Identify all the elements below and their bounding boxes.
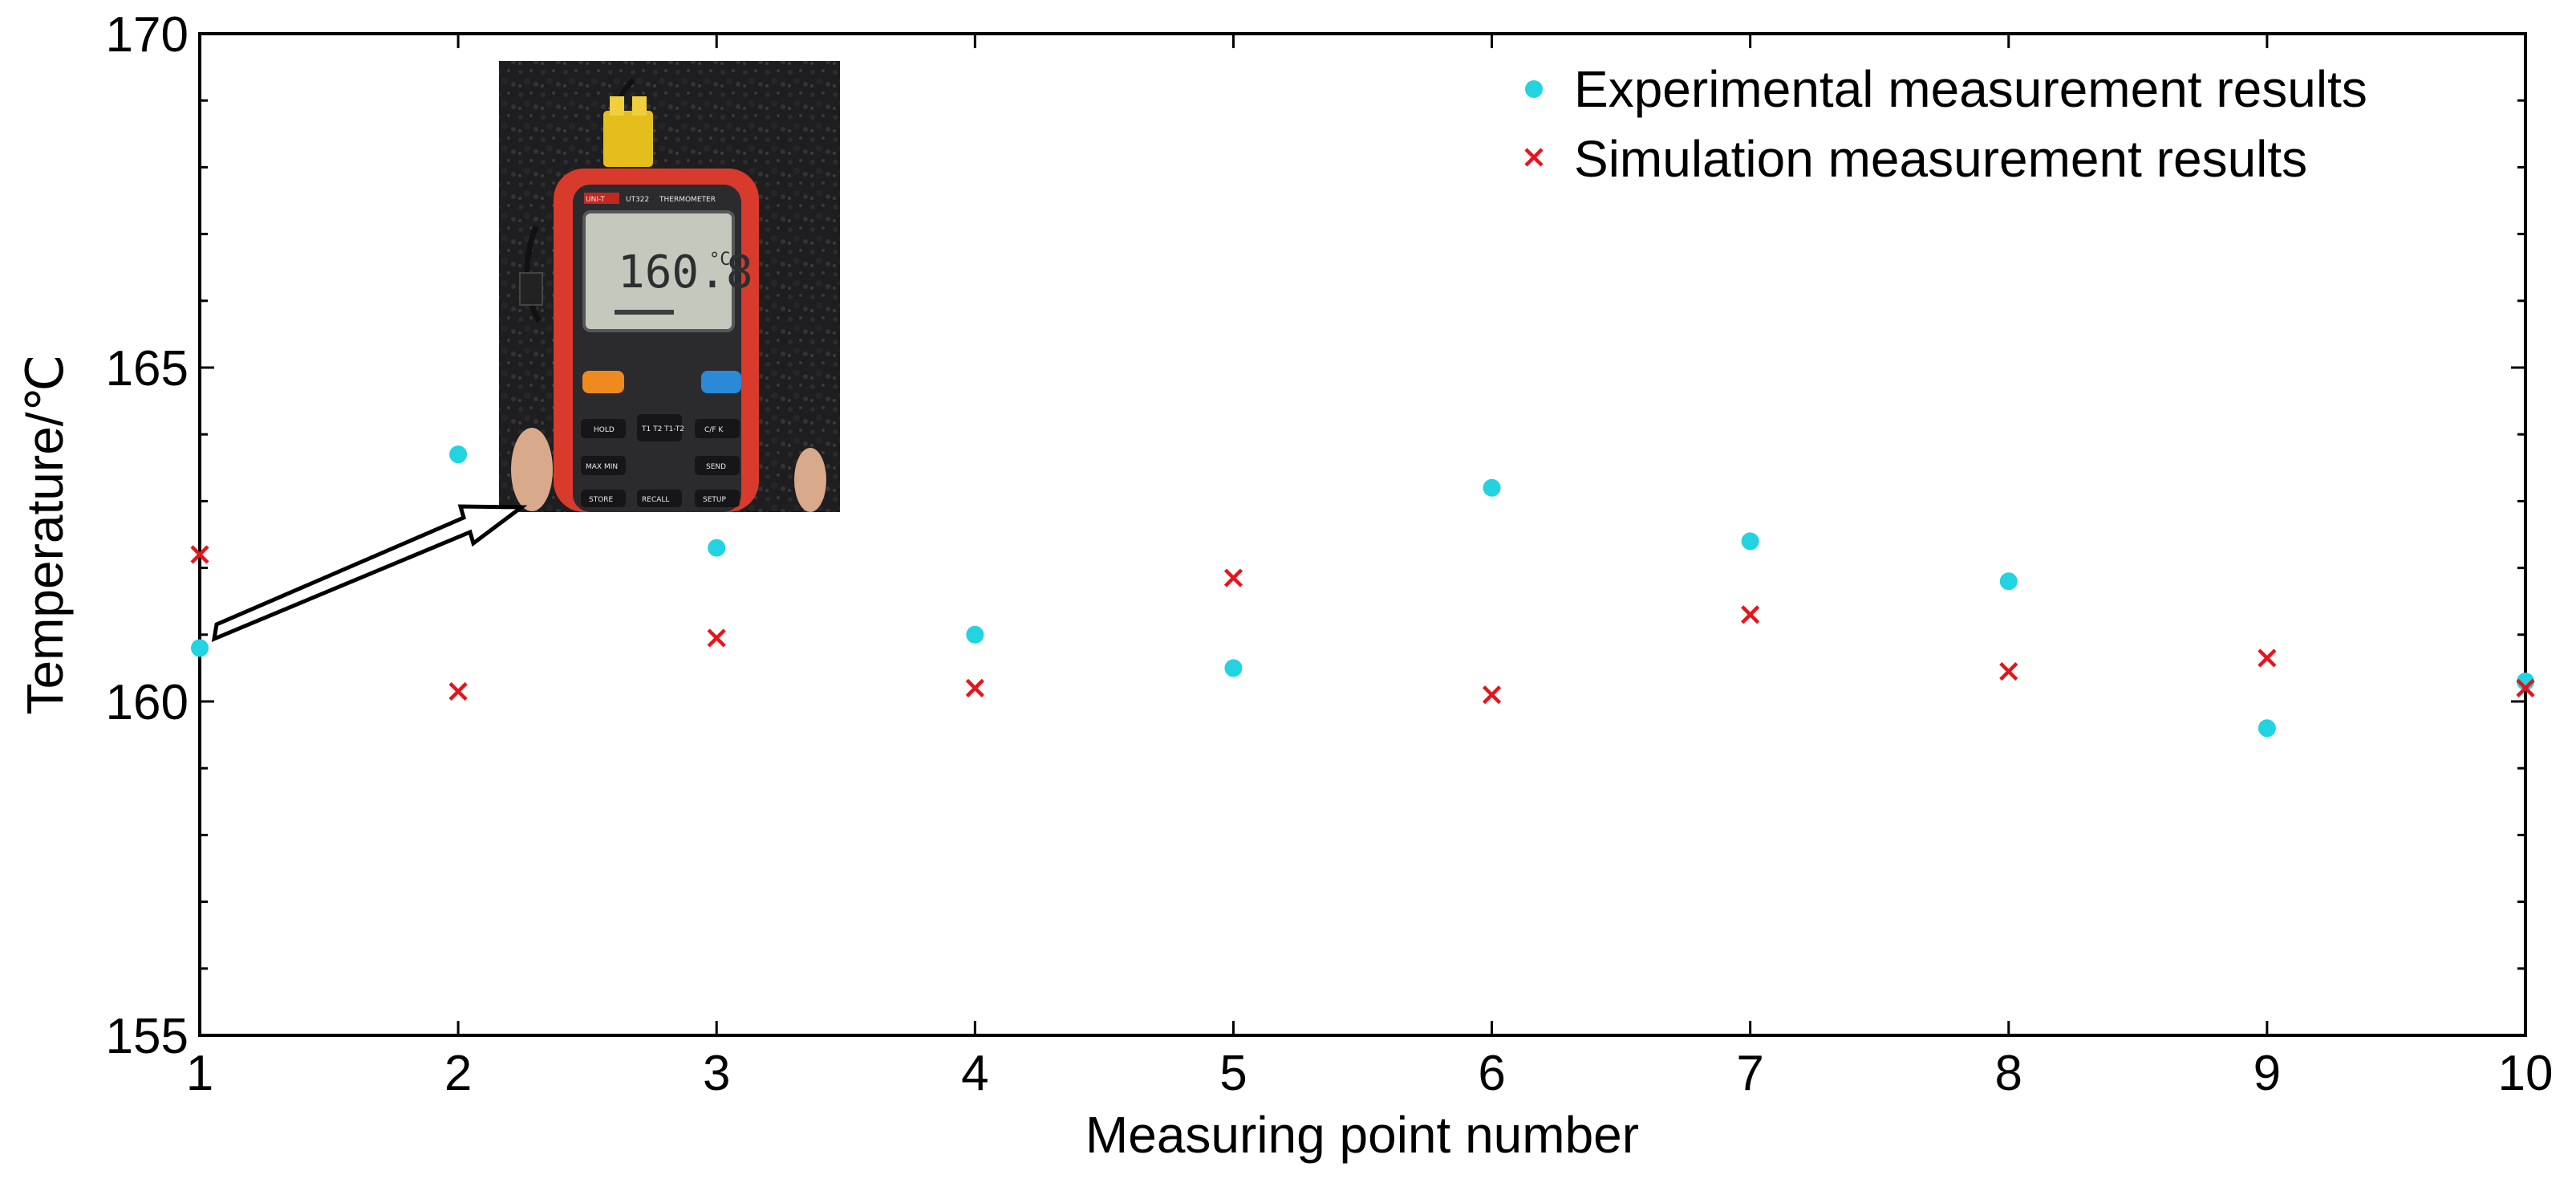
x-axis-ticks	[198, 34, 2527, 1035]
series-simulation	[190, 545, 2535, 705]
device-brand: UNI-T	[586, 196, 605, 204]
legend-marker-experimental	[1525, 80, 1543, 98]
x-tick-label: 6	[1478, 1046, 1505, 1101]
device-name: THERMOMETER	[659, 196, 716, 204]
experimental-point	[2258, 719, 2276, 738]
thumb	[511, 428, 553, 511]
svg-text:HOLD: HOLD	[594, 426, 615, 434]
device-model: UT322	[626, 196, 649, 204]
svg-text:RECALL: RECALL	[642, 496, 669, 504]
simulation-point	[1482, 685, 1502, 705]
y-axis-ticks	[200, 32, 2525, 1037]
experimental-point	[449, 445, 468, 464]
experimental-point	[1224, 659, 1243, 677]
svg-text:SEND: SEND	[706, 463, 726, 471]
y-axis-tick-labels: 155 160 165 170	[106, 7, 189, 1064]
svg-text:MAX MIN: MAX MIN	[586, 463, 618, 471]
series-experimental	[191, 445, 2534, 738]
simulation-point	[1741, 605, 1760, 624]
x-axis-title: Measuring point number	[1085, 1106, 1639, 1164]
legend: Experimental measurement results Simulat…	[1524, 60, 2367, 188]
experimental-point	[1999, 572, 2018, 591]
simulation-point	[707, 628, 726, 648]
plot-frame	[198, 32, 2527, 1037]
x-axis-tick-labels: 1 2 3 4 5 6 7 8 9 10	[186, 1046, 2554, 1101]
x-tick-label: 2	[444, 1046, 472, 1101]
svg-text:SETUP: SETUP	[703, 496, 726, 504]
x-tick-label: 9	[2253, 1046, 2281, 1101]
svg-text:T1 T2 T1-T2: T1 T2 T1-T2	[641, 425, 684, 433]
experimental-point	[708, 539, 726, 557]
x-tick-label: 3	[703, 1046, 730, 1101]
simulation-point	[1223, 568, 1243, 587]
x-tick-label: 5	[1219, 1046, 1247, 1101]
thermocouple-connector	[603, 111, 653, 167]
x-tick-label: 4	[961, 1046, 988, 1101]
lcd-unit: °C	[709, 250, 731, 270]
legend-label-experimental: Experimental measurement results	[1574, 60, 2367, 118]
thermometer-photo-inset: UNI-T UT322 THERMOMETER 160.8 °C HOLD T1…	[499, 61, 840, 512]
legend-marker-simulation	[1524, 148, 1544, 167]
simulation-point	[2258, 648, 2277, 668]
x-tick-label: 10	[2498, 1046, 2554, 1101]
orange-backlight-button	[582, 371, 624, 393]
y-tick-label: 155	[106, 1009, 189, 1064]
experimental-point	[191, 639, 209, 657]
annotation-arrow	[211, 504, 528, 643]
simulation-point	[965, 678, 984, 697]
device-buttons: HOLD T1 T2 T1-T2 C/F K MAX MIN SEND STOR…	[581, 414, 740, 507]
y-tick-label: 165	[106, 341, 189, 396]
y-tick-label: 170	[106, 7, 189, 63]
svg-text:STORE: STORE	[589, 496, 614, 504]
simulation-point	[2516, 678, 2535, 697]
simulation-point	[190, 545, 209, 564]
lcd-reading: 160.8	[618, 246, 753, 299]
experimental-point	[966, 625, 984, 644]
blue-power-button	[701, 371, 741, 393]
simulation-point	[448, 681, 468, 701]
lcd-screen	[582, 210, 735, 332]
y-axis-title: Temperature/℃	[16, 355, 74, 715]
experimental-point	[1483, 478, 1501, 497]
simulation-point	[1999, 661, 2018, 681]
legend-label-simulation: Simulation measurement results	[1574, 130, 2307, 188]
x-tick-label: 1	[186, 1046, 213, 1101]
y-tick-label: 160	[106, 675, 189, 730]
svg-text:C/F K: C/F K	[704, 426, 724, 434]
x-tick-label: 7	[1736, 1046, 1763, 1101]
experimental-point	[1741, 532, 1759, 551]
x-tick-label: 8	[1995, 1046, 2022, 1101]
